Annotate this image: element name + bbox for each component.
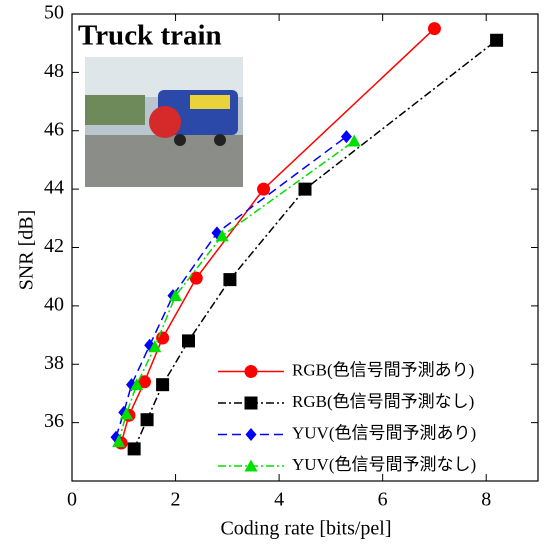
marker [299,183,312,196]
x-tick-label: 2 [171,489,181,511]
marker [223,273,236,286]
chart: Truck train Coding rate [bits/pel] SNR [… [0,0,544,554]
marker [141,413,154,426]
legend-marker [245,365,258,378]
marker [428,22,441,35]
x-tick-label: 6 [378,489,388,511]
marker [190,272,203,285]
marker [156,378,169,391]
legend-label: RGB(色信号間予測あり) [292,360,474,379]
y-tick-label: 44 [44,177,64,199]
y-tick-label: 50 [44,2,64,24]
photo [85,57,243,187]
x-tick-label: 4 [274,489,284,511]
marker [128,442,141,455]
y-tick-label: 42 [44,235,64,257]
marker [490,34,503,47]
x-tick-label: 0 [67,489,77,511]
marker [156,331,169,344]
y-tick-label: 46 [44,118,64,140]
x-axis-label: Coding rate [bits/pel] [220,518,391,540]
chart-title: Truck train [78,20,222,52]
marker [182,334,195,347]
y-tick-label: 48 [44,60,64,82]
legend-label: YUV(色信号間予測なし) [292,455,476,474]
y-axis-label: SNR [dB] [16,210,38,291]
legend-marker [245,397,258,410]
legend-label: YUV(色信号間予測あり) [292,423,476,442]
legend-marker [246,428,257,441]
x-tick-label: 8 [481,489,491,511]
y-tick-label: 38 [44,352,64,374]
marker [341,130,352,143]
y-tick-label: 36 [44,410,64,432]
y-tick-label: 40 [44,293,64,315]
marker [257,183,270,196]
legend-label: RGB(色信号間予測なし) [292,392,474,411]
